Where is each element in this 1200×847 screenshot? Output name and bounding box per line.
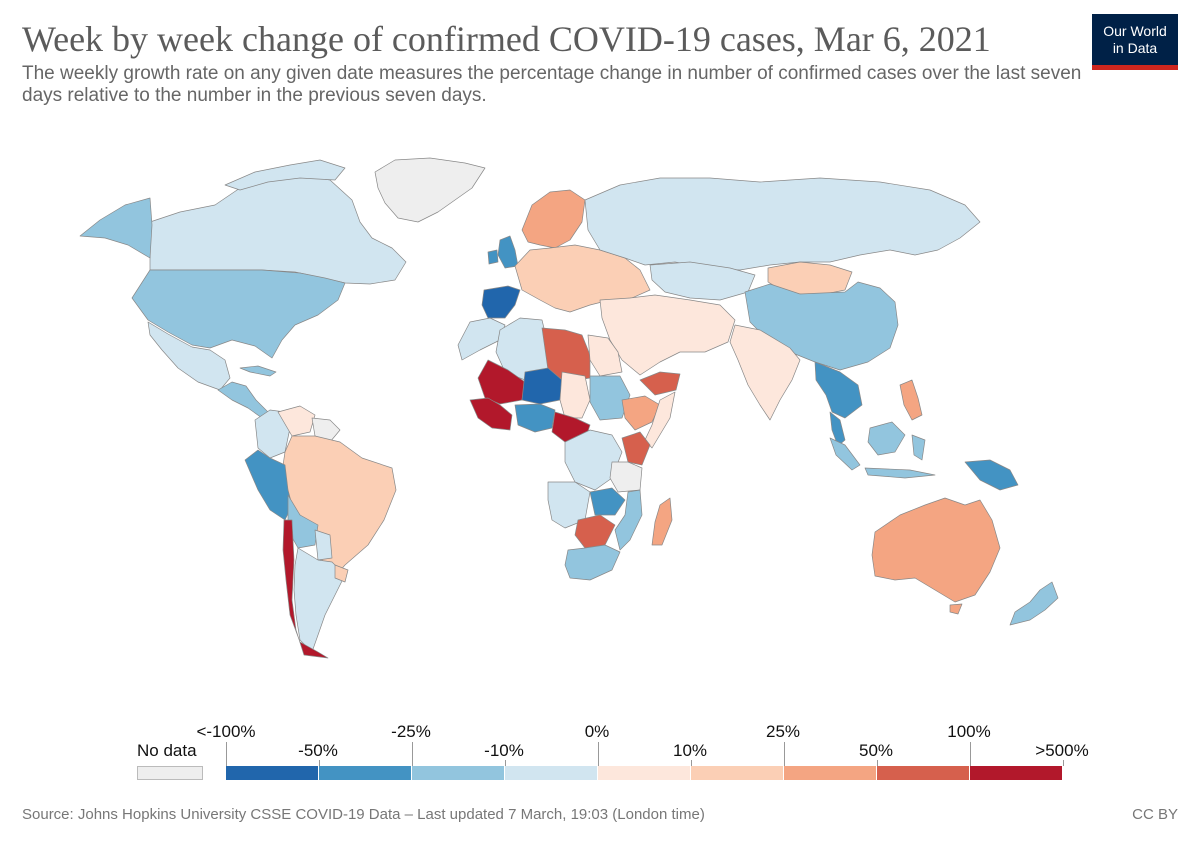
legend-no-data-swatch[interactable] — [137, 766, 203, 780]
legend-tick-4 — [598, 742, 599, 766]
region-canada[interactable] — [149, 174, 407, 285]
legend-bin-6[interactable] — [784, 766, 877, 780]
region-new-zealand[interactable] — [1009, 581, 1059, 626]
legend-tick-9 — [1063, 760, 1064, 766]
legend-bin-5[interactable] — [691, 766, 784, 780]
region-united-states[interactable] — [131, 269, 346, 359]
region-west-africa-coast[interactable] — [469, 397, 513, 431]
region-mozambique[interactable] — [614, 489, 643, 551]
region-somalia[interactable] — [644, 391, 676, 449]
region-angola[interactable] — [547, 481, 591, 529]
legend-label-minus-100: <-100% — [196, 722, 256, 741]
region-mexico[interactable] — [147, 321, 231, 391]
region-madagascar[interactable] — [651, 497, 673, 546]
legend-label-minus-50: -50% — [298, 741, 338, 760]
license-link[interactable]: CC BY — [1132, 806, 1178, 823]
legend-label-100: 100% — [947, 722, 991, 741]
legend-label-10: 10% — [672, 741, 708, 760]
legend-bin-4[interactable] — [598, 766, 691, 780]
source-note[interactable]: Source: Johns Hopkins University CSSE CO… — [22, 806, 705, 823]
region-venezuela[interactable] — [277, 405, 316, 437]
legend-no-data-label: No data — [137, 741, 197, 760]
legend-tick-7 — [877, 760, 878, 766]
region-uruguay[interactable] — [334, 564, 349, 583]
region-ireland[interactable] — [487, 249, 499, 265]
region-philippines[interactable] — [899, 379, 923, 421]
region-alaska[interactable] — [79, 197, 153, 259]
region-paraguay[interactable] — [314, 529, 333, 561]
legend-tick-6 — [784, 742, 785, 766]
region-argentina[interactable] — [293, 547, 346, 653]
region-south-africa[interactable] — [564, 544, 621, 581]
region-botswana[interactable] — [574, 514, 616, 549]
region-indonesia-java[interactable] — [864, 467, 936, 479]
region-ethiopia[interactable] — [621, 395, 661, 431]
region-kenya[interactable] — [621, 431, 651, 466]
legend-label-50: 50% — [858, 741, 894, 760]
region-indonesia-sumatra[interactable] — [829, 437, 861, 471]
legend-label-minus-25: -25% — [391, 722, 431, 741]
legend-label-500: >500% — [1035, 741, 1089, 760]
region-kazakhstan[interactable] — [649, 261, 756, 301]
region-indonesia-sulawesi[interactable] — [911, 434, 926, 461]
region-colombia[interactable] — [254, 409, 291, 459]
legend-tick-3 — [505, 760, 506, 766]
region-tasmania[interactable] — [949, 603, 963, 615]
legend-bin-2[interactable] — [412, 766, 505, 780]
region-spain[interactable] — [481, 285, 521, 319]
region-southeast-asia[interactable] — [814, 361, 863, 419]
legend-bin-1[interactable] — [319, 766, 412, 780]
legend-tick-8 — [970, 742, 971, 766]
region-central-america[interactable] — [217, 381, 269, 419]
region-cuba[interactable] — [239, 365, 277, 377]
region-sudan[interactable] — [589, 375, 631, 421]
chart-subtitle: The weekly growth rate on any given date… — [22, 63, 1082, 106]
region-papua-new-guinea[interactable] — [964, 459, 1019, 491]
region-yemen[interactable] — [639, 371, 681, 396]
region-peru[interactable] — [244, 449, 293, 521]
legend-label-25: 25% — [765, 722, 801, 741]
region-egypt[interactable] — [587, 334, 623, 377]
legend-bin-8[interactable] — [970, 766, 1063, 780]
region-tanzania[interactable] — [609, 461, 643, 493]
region-guianas[interactable] — [311, 417, 341, 443]
legend-label-minus-10: -10% — [484, 741, 524, 760]
region-mali[interactable] — [477, 359, 526, 405]
legend-label-0: 0% — [584, 722, 610, 741]
region-greenland[interactable] — [374, 157, 486, 223]
region-australia[interactable] — [871, 497, 1001, 603]
legend-tick-0 — [226, 742, 227, 766]
legend-bin-7[interactable] — [877, 766, 970, 780]
region-scandinavia[interactable] — [521, 189, 586, 249]
region-chile[interactable] — [282, 519, 329, 659]
region-europe[interactable] — [514, 244, 651, 313]
region-chad[interactable] — [559, 371, 591, 419]
logo-line-2: in Data — [1112, 40, 1158, 56]
legend-bin-0[interactable] — [226, 766, 319, 780]
legend-bin-3[interactable] — [505, 766, 598, 780]
region-zambia[interactable] — [589, 487, 626, 516]
region-united-kingdom[interactable] — [497, 235, 519, 269]
region-nigeria[interactable] — [514, 403, 556, 433]
chart-title: Week by week change of confirmed COVID-1… — [22, 19, 991, 59]
legend-tick-2 — [412, 742, 413, 766]
owid-logo[interactable]: Our World in Data — [1092, 14, 1178, 70]
region-indonesia-borneo[interactable] — [867, 421, 906, 456]
legend-tick-1 — [319, 760, 320, 766]
region-india[interactable] — [729, 324, 801, 421]
region-morocco[interactable] — [457, 317, 506, 361]
region-russia[interactable] — [584, 177, 981, 271]
logo-line-1: Our World — [1103, 23, 1167, 39]
legend-tick-5 — [691, 760, 692, 766]
region-canada-islands[interactable] — [224, 159, 346, 191]
